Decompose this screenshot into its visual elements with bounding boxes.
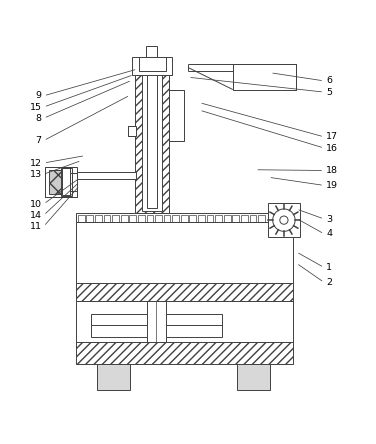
Bar (190, 215, 196, 222)
Text: 15: 15 (30, 103, 42, 111)
Text: 10: 10 (30, 200, 42, 209)
Bar (172, 215, 179, 222)
Bar (207, 215, 213, 222)
Bar (224, 215, 230, 222)
Text: 1: 1 (326, 263, 332, 272)
Text: 9: 9 (36, 91, 42, 100)
Bar (128, 126, 136, 136)
Bar (237, 364, 270, 390)
Bar (143, 73, 162, 211)
Bar (147, 301, 165, 342)
Text: 18: 18 (326, 166, 338, 175)
Bar (147, 75, 157, 208)
Bar (86, 215, 93, 222)
Text: 2: 2 (326, 278, 332, 287)
Bar (232, 215, 239, 222)
Text: 16: 16 (326, 143, 338, 153)
Text: 12: 12 (30, 159, 42, 167)
Bar (76, 213, 293, 222)
Bar (70, 173, 77, 191)
Bar (95, 215, 102, 222)
Text: 6: 6 (326, 76, 332, 85)
Text: 14: 14 (30, 211, 42, 220)
Text: 13: 13 (30, 170, 42, 179)
Text: 5: 5 (326, 87, 332, 97)
Bar (97, 364, 130, 390)
Bar (76, 172, 136, 178)
Text: 8: 8 (36, 114, 42, 123)
Bar (198, 215, 205, 222)
Bar (91, 314, 151, 337)
Bar (129, 215, 136, 222)
Bar (49, 170, 63, 194)
Bar (76, 301, 293, 342)
Bar (181, 215, 188, 222)
Bar (61, 167, 71, 196)
Bar (155, 215, 162, 222)
Bar (268, 203, 300, 237)
Bar (241, 215, 248, 222)
Bar (121, 215, 127, 222)
Bar (162, 314, 221, 337)
Bar (62, 168, 70, 195)
Text: 3: 3 (326, 214, 332, 223)
Bar (168, 126, 175, 136)
Text: 7: 7 (36, 136, 42, 145)
Bar (169, 90, 184, 141)
Bar (139, 57, 165, 71)
Bar (164, 215, 170, 222)
Bar (250, 215, 256, 222)
Bar (112, 215, 119, 222)
Bar (76, 216, 293, 283)
Bar (104, 215, 111, 222)
Bar (146, 46, 158, 57)
Text: 11: 11 (30, 222, 42, 231)
Bar (233, 64, 296, 90)
Bar (78, 215, 85, 222)
Bar (138, 215, 145, 222)
Bar (135, 71, 168, 213)
Bar (45, 167, 77, 197)
Bar (215, 215, 222, 222)
Bar (76, 283, 293, 301)
Text: 19: 19 (326, 181, 338, 190)
Bar (76, 342, 293, 364)
Text: 17: 17 (326, 132, 338, 141)
Bar (258, 215, 265, 222)
Text: 4: 4 (326, 230, 332, 238)
Bar (132, 57, 172, 75)
Bar (147, 215, 153, 222)
